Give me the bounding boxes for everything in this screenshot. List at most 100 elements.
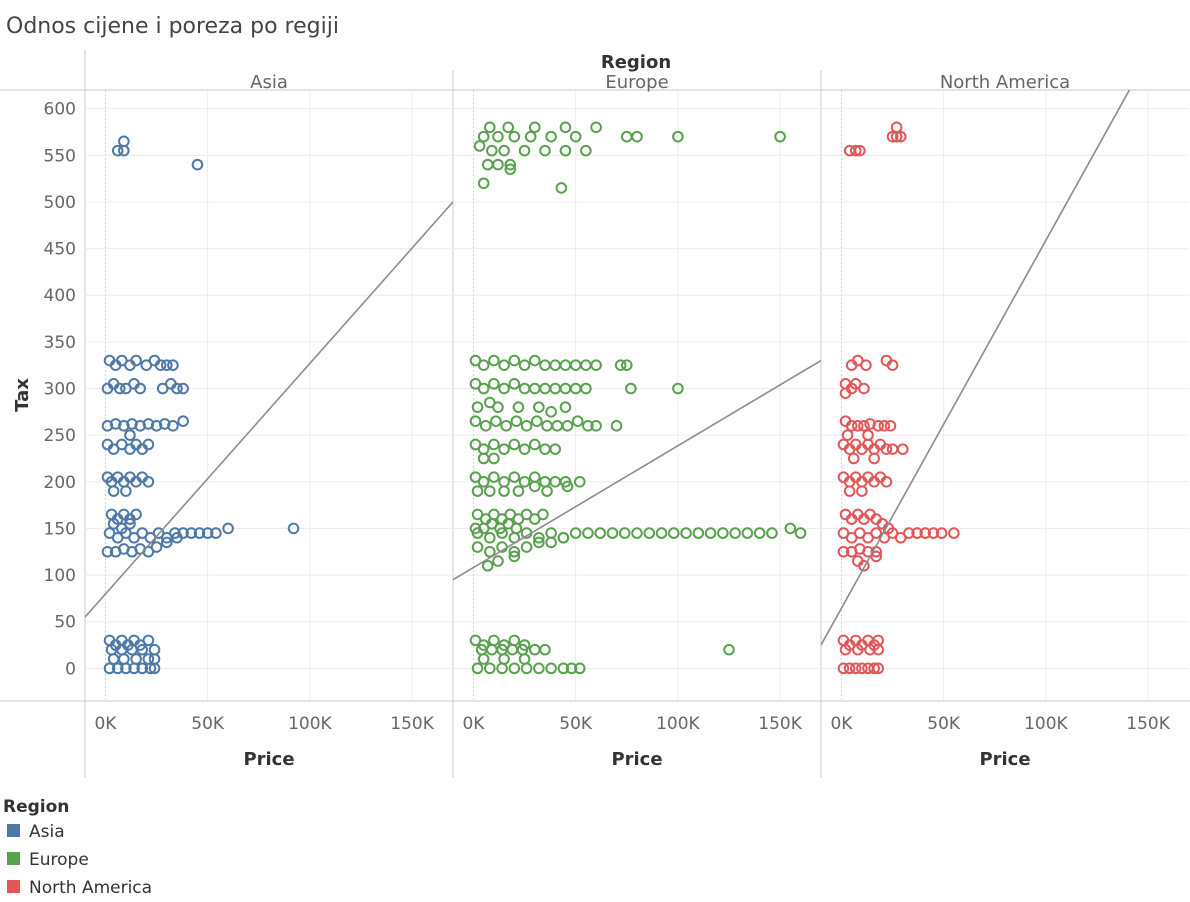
panel-north-america: North America 0K 50K 100K 150K Price: [821, 72, 1171, 770]
data-point: [136, 662, 149, 675]
data-point: [533, 531, 545, 544]
data-point: [561, 420, 574, 432]
data-point: [864, 418, 876, 430]
data-point: [160, 359, 173, 371]
data-point: [559, 401, 572, 413]
data-point: [148, 653, 161, 665]
data-point: [559, 359, 572, 371]
data-point: [498, 144, 510, 157]
data-point: [142, 634, 155, 647]
panel-header: Europe: [605, 72, 668, 93]
data-point: [142, 438, 155, 451]
data-points: [101, 135, 300, 675]
data-point: [498, 443, 510, 455]
data-point: [880, 475, 893, 488]
data-point: [896, 443, 909, 455]
data-point: [111, 144, 124, 157]
data-point: [847, 452, 860, 465]
data-point: [484, 662, 496, 675]
y-tick-label: 100: [44, 566, 76, 586]
chart-title: Odnos cijene i poreza po regiji: [6, 14, 339, 39]
data-point: [539, 443, 551, 455]
data-point: [486, 643, 498, 656]
data-point: [498, 485, 510, 497]
data-point: [618, 527, 631, 539]
data-point: [471, 662, 484, 675]
data-point: [150, 420, 163, 432]
data-point: [766, 527, 778, 539]
data-point: [631, 130, 643, 143]
data-point: [533, 536, 545, 549]
data-point: [753, 527, 766, 539]
data-point: [150, 541, 163, 553]
data-point: [903, 527, 915, 539]
data-point: [610, 420, 623, 432]
data-point: [134, 420, 146, 432]
x-tick-label: 0K: [830, 714, 853, 734]
data-point: [193, 527, 206, 539]
data-point: [890, 130, 903, 143]
data-point: [571, 415, 584, 427]
data-point: [118, 653, 130, 665]
data-point: [504, 158, 517, 171]
x-axis-title: Price: [243, 749, 294, 770]
panel-asia: Asia 0K 50K 100K 150K Price: [85, 72, 453, 770]
x-axis-title: Price: [611, 749, 662, 770]
legend-label: Asia: [29, 822, 65, 842]
panel-header: North America: [940, 72, 1070, 93]
data-point: [533, 401, 545, 413]
data-point: [136, 643, 149, 656]
data-point: [477, 475, 490, 488]
gridlines: [85, 108, 1189, 669]
data-point: [477, 177, 490, 190]
data-point: [741, 527, 754, 539]
column-header-title: Region: [601, 52, 671, 73]
data-point: [860, 359, 872, 371]
y-tick-label: 500: [44, 193, 76, 213]
data-point: [510, 415, 523, 427]
data-point: [498, 653, 510, 665]
data-point: [643, 527, 656, 539]
data-point: [488, 634, 500, 647]
data-point: [518, 653, 531, 665]
data-point: [625, 382, 637, 395]
data-point: [854, 144, 866, 157]
data-point: [680, 527, 692, 539]
data-point: [496, 662, 508, 675]
data-point: [177, 382, 189, 395]
data-point: [124, 429, 136, 441]
trend-line: [85, 201, 453, 618]
data-point: [856, 485, 868, 497]
data-point: [107, 653, 120, 665]
data-point: [109, 418, 122, 430]
data-point: [774, 130, 786, 143]
data-point: [531, 415, 543, 427]
panel-header: Asia: [250, 72, 288, 93]
data-point: [541, 420, 553, 432]
data-point: [545, 406, 557, 418]
data-point: [872, 662, 885, 675]
data-point: [580, 382, 592, 395]
data-point: [528, 354, 541, 367]
data-point: [508, 130, 521, 143]
data-point: [130, 508, 142, 521]
panel-frame: [0, 50, 1190, 778]
data-point: [692, 527, 705, 539]
data-point: [704, 527, 717, 539]
data-point: [508, 662, 521, 675]
data-point: [512, 485, 525, 497]
data-point: [508, 378, 521, 390]
data-point: [508, 354, 521, 367]
y-tick-label: 600: [44, 100, 76, 120]
data-point: [849, 662, 862, 675]
data-point: [590, 121, 602, 134]
data-point: [580, 144, 592, 157]
x-tick-label: 0K: [462, 714, 485, 734]
data-point: [101, 545, 114, 558]
data-point: [528, 438, 541, 451]
data-point: [287, 522, 300, 535]
data-point: [858, 420, 870, 432]
data-point: [518, 359, 531, 371]
data-point: [477, 130, 490, 143]
